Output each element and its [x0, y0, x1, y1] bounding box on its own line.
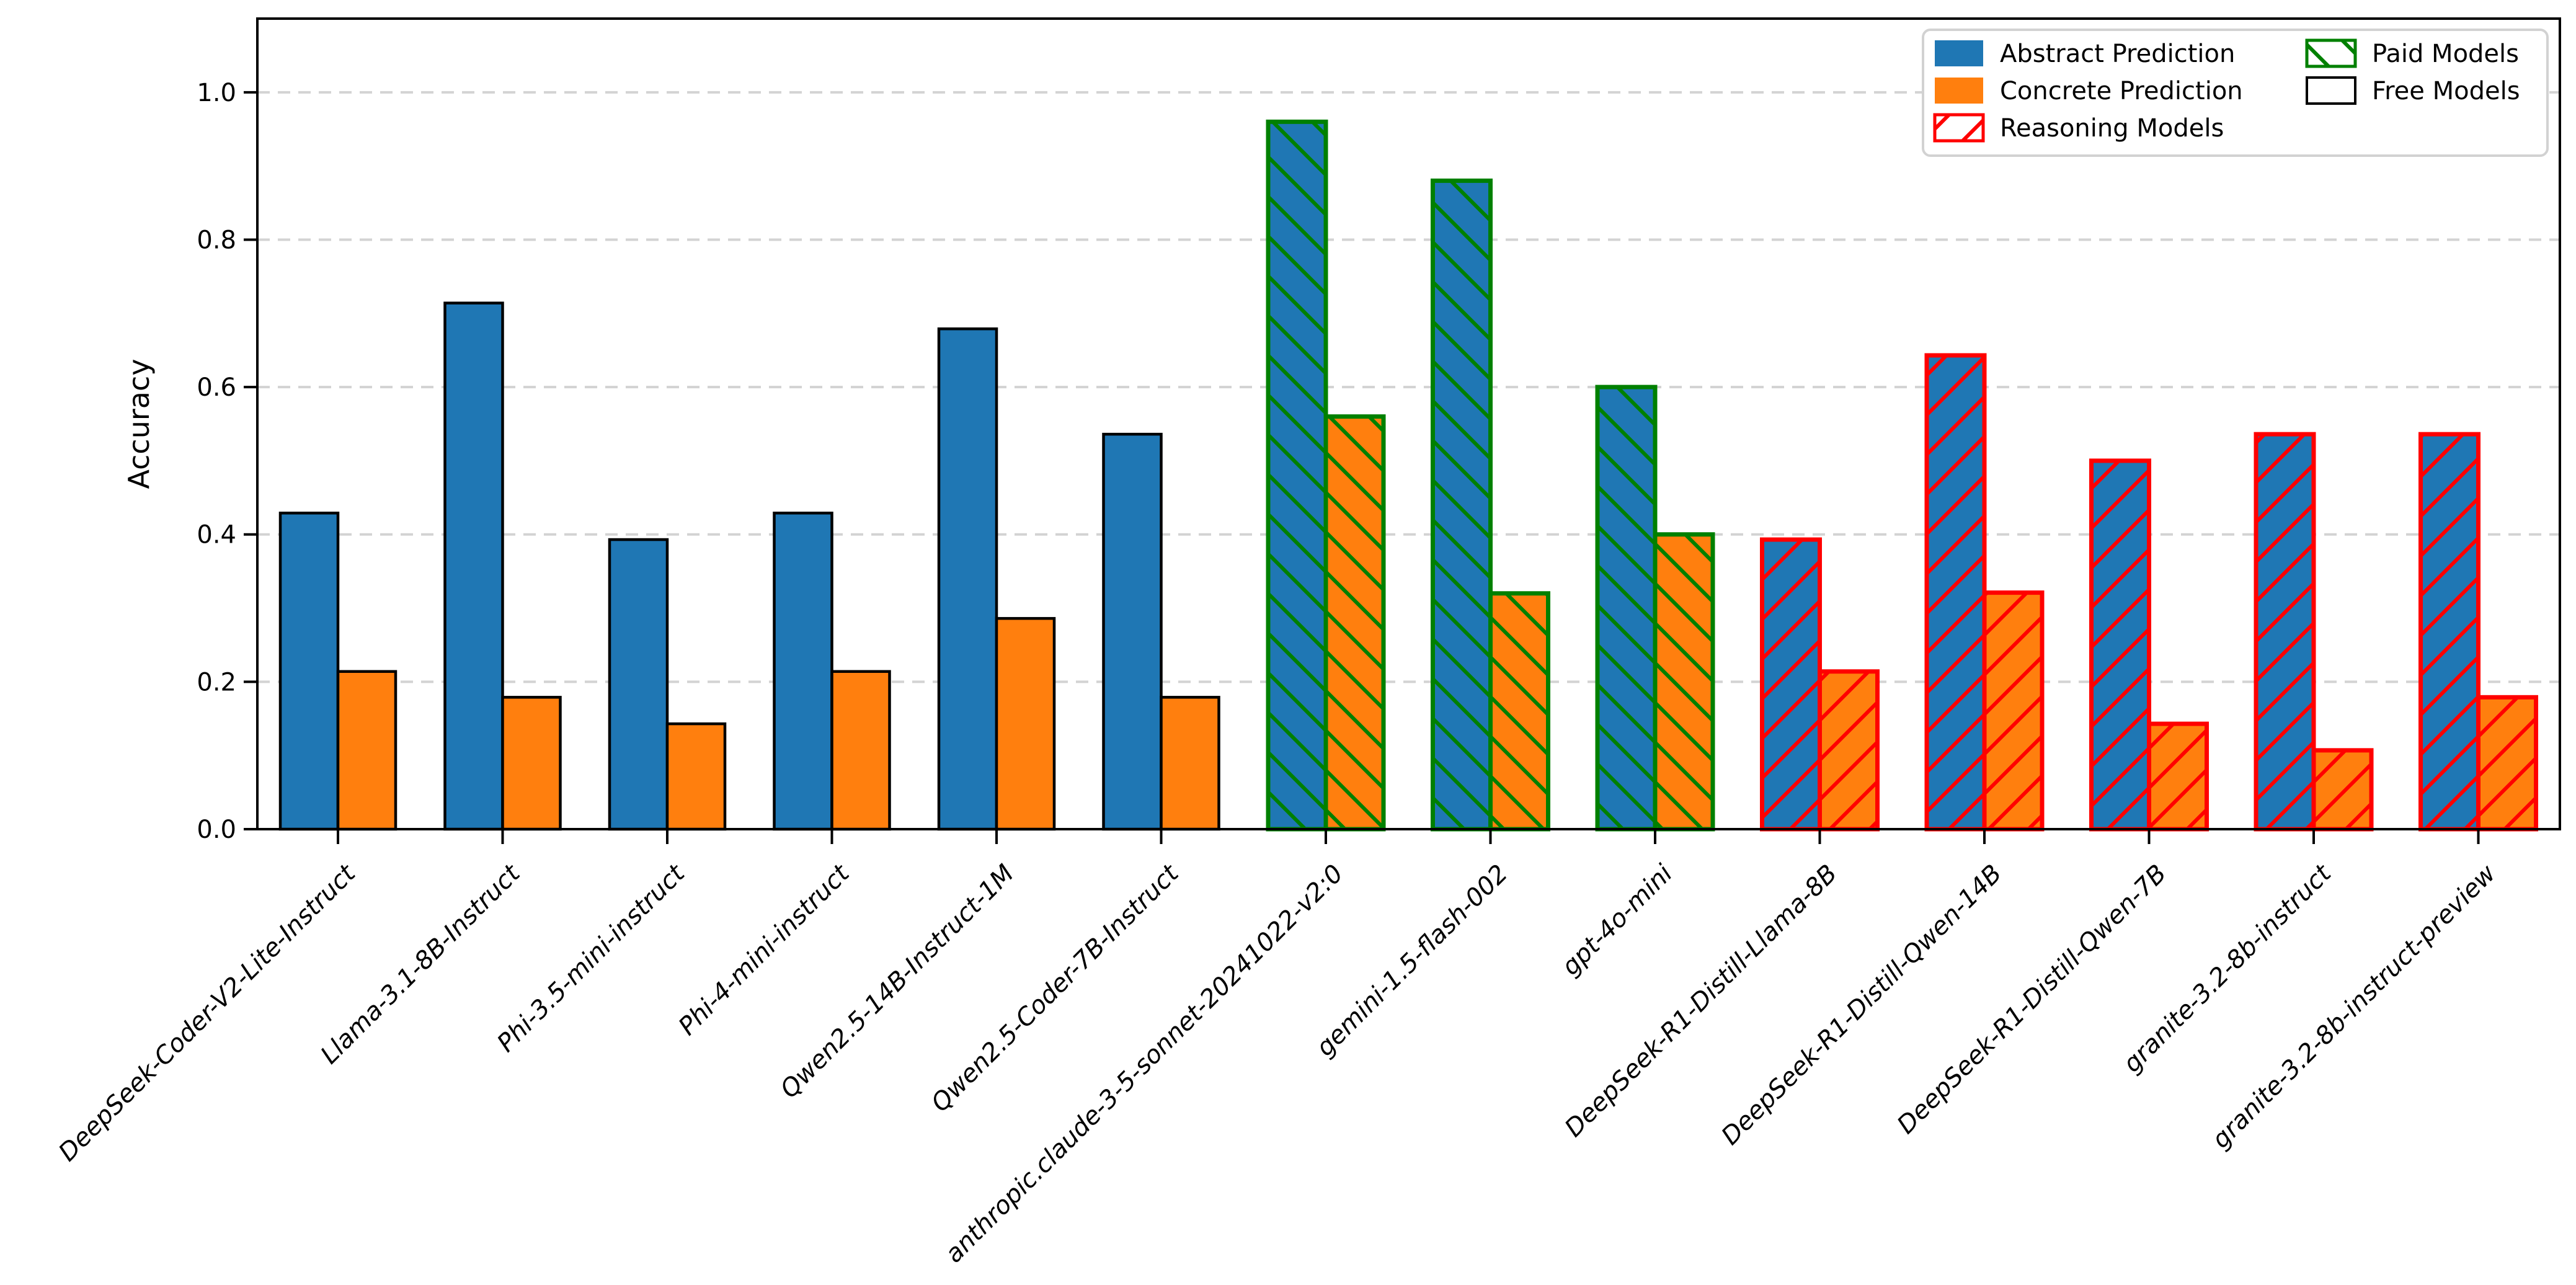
legend-swatch-abstract-icon [1935, 40, 1983, 66]
plot-frame [256, 17, 2561, 830]
legend-item-abstract: Abstract Prediction [1935, 40, 2235, 68]
bar-concrete-gpt-4o-mini [1653, 532, 1715, 832]
bar-concrete-granite-3.2-8b-instruct-preview [2476, 695, 2538, 832]
legend-box [1922, 29, 2549, 157]
y-tick-label: 0.0 [197, 816, 236, 844]
bar-abstract-anthropic.claude-3-5-sonnet-20241022-v2:0 [1266, 119, 1328, 832]
legend: Abstract Prediction Concrete Prediction Re… [1922, 29, 2549, 157]
legend-swatch-reasoning-icon [1933, 113, 1985, 143]
bar-concrete-DeepSeek-R1-Distill-Qwen-14B [1982, 590, 2045, 832]
bar-abstract-granite-3.2-8b-instruct [2254, 432, 2316, 832]
y-tick-label: 0.2 [197, 668, 236, 696]
legend-swatch-free-icon [2306, 76, 2356, 105]
bar-abstract-gemini-1.5-flash-002 [1431, 178, 1493, 832]
bar-concrete-Qwen2.5-14B-Instruct-1M [995, 616, 1056, 831]
bar-concrete-DeepSeek-Coder-V2-Lite-Instruct [336, 670, 398, 831]
bar-abstract-Phi-3.5-mini-instruct [608, 538, 669, 831]
bar-concrete-Phi-3.5-mini-instruct [665, 722, 727, 831]
bar-concrete-granite-3.2-8b-instruct [2311, 748, 2374, 832]
legend-label-concrete: Concrete Prediction [2000, 77, 2243, 105]
legend-label-free: Free Models [2372, 77, 2520, 105]
bar-abstract-gpt-4o-mini [1595, 385, 1658, 832]
bar-concrete-anthropic.claude-3-5-sonnet-20241022-v2:0 [1323, 414, 1386, 832]
y-tick-label: 0.4 [197, 521, 236, 549]
bar-concrete-Phi-4-mini-instruct [830, 670, 891, 831]
bar-concrete-gemini-1.5-flash-002 [1488, 591, 1550, 832]
y-tick-label: 1.0 [197, 79, 236, 107]
bar-abstract-granite-3.2-8b-instruct-preview [2418, 432, 2481, 832]
bar-abstract-Llama-3.1-8B-Instruct [443, 301, 504, 831]
bar-abstract-DeepSeek-R1-Distill-Qwen-7B [2089, 458, 2151, 832]
bar-concrete-Qwen2.5-Coder-7B-Instruct [1160, 696, 1220, 831]
legend-label-abstract: Abstract Prediction [2000, 40, 2235, 68]
bar-abstract-DeepSeek-Coder-V2-Lite-Instruct [278, 512, 340, 831]
legend-swatch-paid-icon [2305, 38, 2357, 68]
bar-concrete-DeepSeek-R1-Distill-Llama-8B [1818, 669, 1880, 832]
y-axis-label: Accuracy [122, 358, 156, 489]
bar-concrete-Llama-3.1-8B-Instruct [501, 696, 562, 831]
legend-label-reasoning: Reasoning Models [2000, 114, 2224, 143]
bar-abstract-Qwen2.5-14B-Instruct-1M [937, 327, 998, 831]
y-tick-label: 0.6 [197, 373, 236, 402]
legend-swatch-concrete-icon [1935, 78, 1983, 104]
y-tick-label: 0.8 [197, 226, 236, 254]
legend-item-concrete: Concrete Prediction [1935, 77, 2243, 105]
bar-abstract-Phi-4-mini-instruct [773, 512, 833, 831]
legend-item-reasoning: Reasoning Models [1933, 113, 2224, 143]
bar-abstract-Qwen2.5-Coder-7B-Instruct [1102, 432, 1163, 831]
bar-concrete-DeepSeek-R1-Distill-Qwen-7B [2147, 721, 2209, 832]
legend-label-paid: Paid Models [2372, 40, 2519, 68]
bar-abstract-DeepSeek-R1-Distill-Llama-8B [1760, 537, 1822, 832]
legend-item-paid: Paid Models [2305, 38, 2519, 68]
legend-item-free: Free Models [2306, 76, 2520, 105]
bar-abstract-DeepSeek-R1-Distill-Qwen-14B [1924, 353, 1987, 832]
